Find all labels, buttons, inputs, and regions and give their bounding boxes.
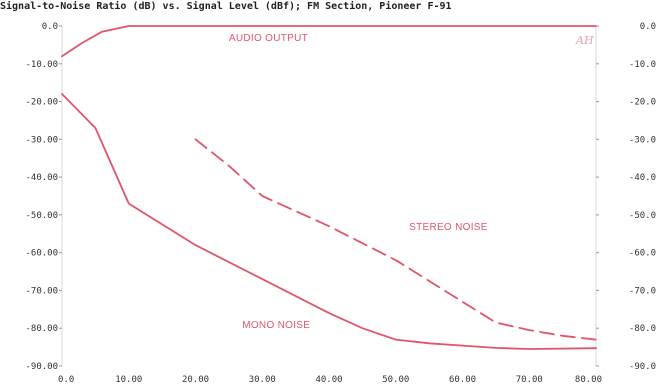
y-tick-label-right: -90.0 xyxy=(629,362,656,372)
x-tick-label: 80.00 xyxy=(575,375,602,385)
annotation-layer: AUDIO OUTPUT STEREO NOISE MONO NOISE xyxy=(229,33,488,331)
x-tick-label: 50.00 xyxy=(382,375,409,385)
x-tick-label: 0.0 xyxy=(58,375,74,385)
series-line-audio-output xyxy=(61,25,597,58)
series-line-mono-noise xyxy=(61,93,597,350)
x-tick-label: 70.00 xyxy=(516,375,543,385)
y-tick-label-right: 0.0 xyxy=(640,22,656,32)
y-tick-label-left: -30.00 xyxy=(25,135,58,145)
x-tick-label: 20.00 xyxy=(182,375,209,385)
y-tick-label-right: -40.0 xyxy=(629,173,656,183)
y-tick-label-left: 0.0 xyxy=(42,22,58,32)
y-tick-label-right: -20.0 xyxy=(629,98,656,108)
y-axis-left-ticks: 0.0 -10.00 -20.00 -30.00 -40.00 -50.00 -60.00 -… xyxy=(25,22,62,372)
y-tick-label-left: -70.00 xyxy=(25,286,58,296)
y-tick-label-left: -50.00 xyxy=(25,211,58,221)
x-tick-label: 40.00 xyxy=(315,375,342,385)
y-tick-label-right: -70.0 xyxy=(629,286,656,296)
curve-label-stereo-noise: STEREO NOISE xyxy=(409,222,488,233)
y-tick-label-right: -80.0 xyxy=(629,324,656,334)
publisher-logo: AH xyxy=(575,34,594,47)
x-tick-label: 30.00 xyxy=(249,375,276,385)
y-tick-label-right: -50.0 xyxy=(629,211,656,221)
y-tick-label-left: -90.00 xyxy=(25,362,58,372)
y-axis-right-ticks: 0.0 -10.0 -20.0 -30.0 -40.0 -50.0 -60.0 -70.0 -8… xyxy=(596,22,656,372)
x-tick-label: 10.00 xyxy=(115,375,142,385)
chart-title: Signal-to-Noise Ratio (dB) vs. Signal Le… xyxy=(0,0,452,12)
curve-label-audio-output: AUDIO OUTPUT xyxy=(229,33,308,44)
y-tick-label-right: -60.0 xyxy=(629,249,656,259)
y-tick-label-left: -40.00 xyxy=(25,173,58,183)
y-tick-label-right: -10.0 xyxy=(629,60,656,70)
y-tick-label-left: -60.00 xyxy=(25,249,58,259)
y-tick-label-left: -10.00 xyxy=(25,60,58,70)
x-tick-label: 60.00 xyxy=(449,375,476,385)
y-tick-label-left: -20.00 xyxy=(25,98,58,108)
curve-label-mono-noise: MONO NOISE xyxy=(242,320,310,331)
x-axis-ticks: 0.0 10.00 20.00 30.00 40.00 50.00 60.00 70.00 80… xyxy=(58,375,602,385)
series-line-stereo-noise xyxy=(194,138,597,341)
y-tick-label-right: -30.0 xyxy=(629,135,656,145)
series-layer xyxy=(61,25,597,350)
y-tick-label-left: -80.00 xyxy=(25,324,58,334)
